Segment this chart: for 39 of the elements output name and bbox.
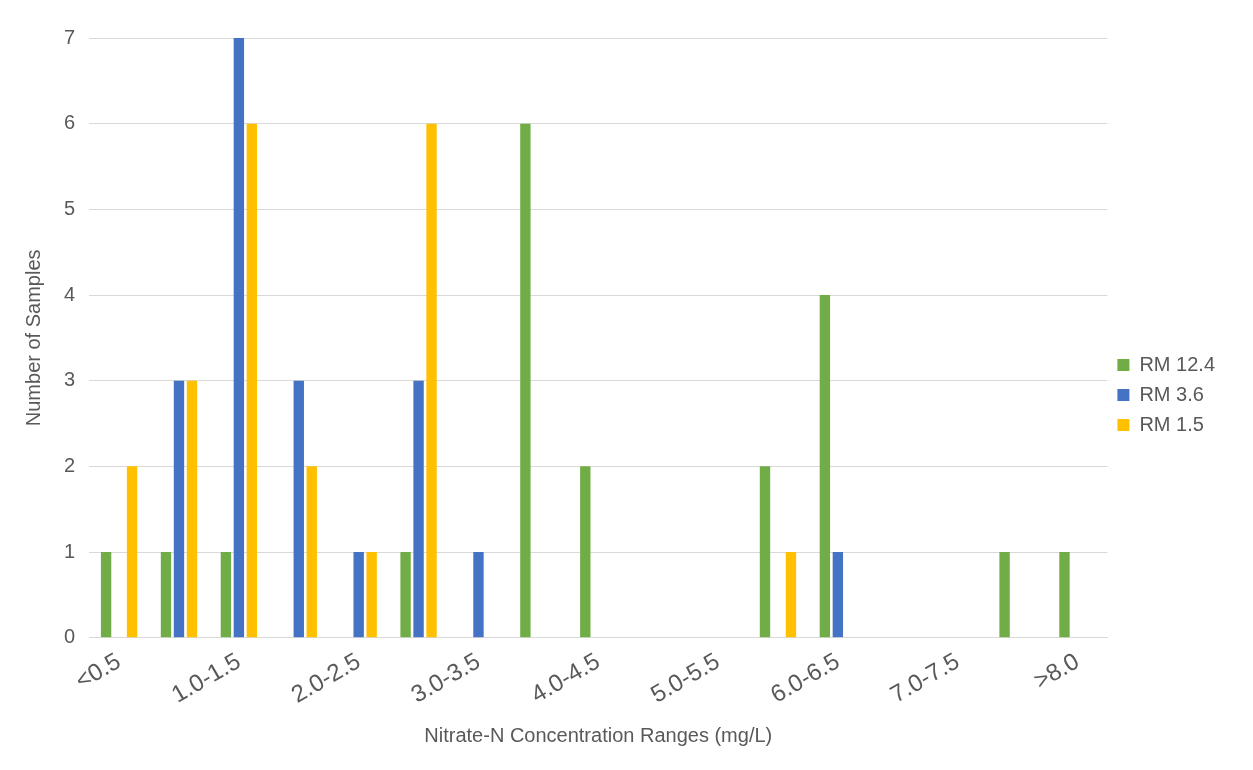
x-tick-label: <0.5 <box>70 646 125 694</box>
y-tick-label: 6 <box>64 111 76 134</box>
bar <box>160 552 172 638</box>
y-tick-label: 7 <box>64 25 76 48</box>
bar <box>246 123 258 638</box>
bar <box>1059 552 1070 638</box>
y-tick-label: 5 <box>64 196 76 219</box>
bar <box>100 552 112 638</box>
legend-label: RM 1.5 <box>1139 412 1204 435</box>
y-axis-title: Number of Samples <box>21 249 44 427</box>
bar <box>366 552 377 638</box>
y-tick-label: 2 <box>64 453 76 476</box>
legend-label: RM 3.6 <box>1139 382 1204 405</box>
bar <box>126 466 138 638</box>
bar <box>999 552 1010 638</box>
bar <box>759 466 771 638</box>
bar <box>353 552 364 638</box>
y-tick-label: 4 <box>64 282 76 305</box>
bar <box>426 123 437 638</box>
bar <box>293 380 304 638</box>
bar <box>173 380 185 638</box>
bar <box>186 380 198 638</box>
bar <box>400 552 411 638</box>
bar <box>832 552 844 638</box>
bar <box>413 380 424 638</box>
bar <box>220 552 232 638</box>
legend-label: RM 12.4 <box>1139 352 1216 375</box>
bar <box>819 295 831 638</box>
bar <box>520 123 531 638</box>
bar <box>785 552 797 638</box>
bar <box>473 552 484 638</box>
bar <box>306 466 317 638</box>
x-axis-title: Nitrate-N Concentration Ranges (mg/L) <box>424 723 773 746</box>
y-tick-label: 1 <box>64 539 76 562</box>
bar <box>580 466 591 638</box>
y-tick-label: 0 <box>64 625 76 648</box>
y-tick-label: 3 <box>64 368 76 391</box>
bar <box>233 38 245 638</box>
x-tick-label: >8.0 <box>1028 646 1084 694</box>
